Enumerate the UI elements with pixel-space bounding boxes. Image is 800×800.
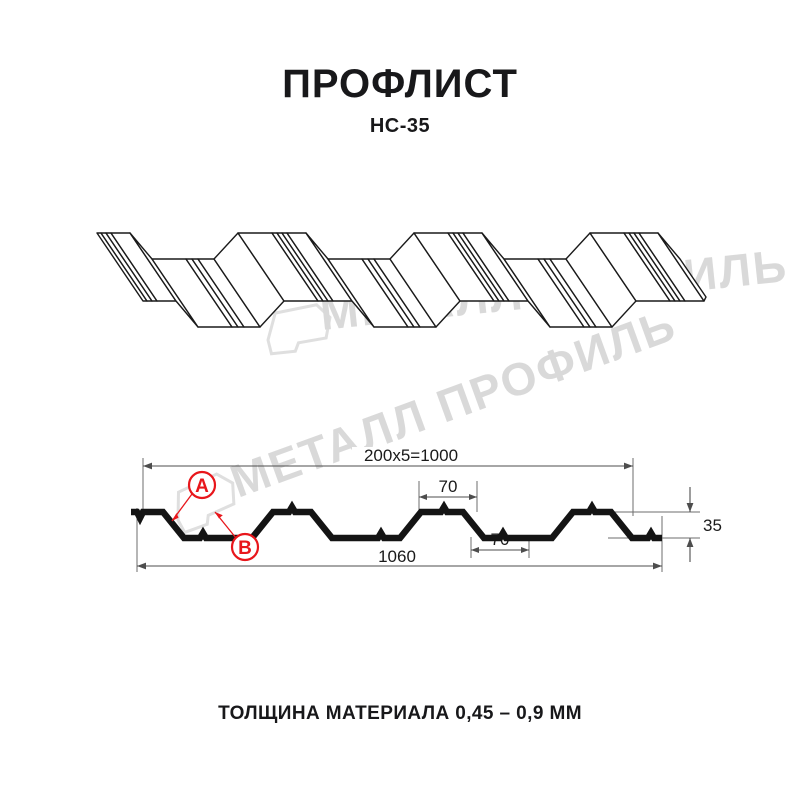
watermark-lower-text: МЕТАЛЛ ПРОФИЛЬ bbox=[224, 298, 683, 508]
callout-a: A bbox=[171, 470, 217, 522]
dimension-height-label: 35 bbox=[703, 516, 722, 535]
callout-b-label: B bbox=[238, 538, 252, 559]
dimension-top-span: 200x5=1000 bbox=[143, 446, 633, 470]
dimension-height: 35 bbox=[686, 487, 722, 562]
callout-b: B bbox=[214, 511, 260, 562]
dimension-overall-width-label: 1060 bbox=[378, 547, 416, 566]
callout-a-label: A bbox=[195, 476, 209, 497]
dimension-top-span-label: 200x5=1000 bbox=[364, 446, 458, 465]
dimension-top-flange-label: 70 bbox=[439, 477, 458, 496]
dimension-overall-width: 1060 bbox=[137, 547, 662, 570]
model-designation: НС-35 bbox=[369, 115, 431, 137]
material-thickness-note: ТОЛЩИНА МАТЕРИАЛА 0,45 – 0,9 ММ bbox=[218, 703, 582, 724]
isometric-corrugated-sheet bbox=[96, 232, 707, 328]
cross-section-profile bbox=[131, 500, 662, 542]
page-title: ПРОФЛИСТ bbox=[282, 62, 518, 106]
dimension-top-flange: 70 bbox=[419, 477, 477, 500]
